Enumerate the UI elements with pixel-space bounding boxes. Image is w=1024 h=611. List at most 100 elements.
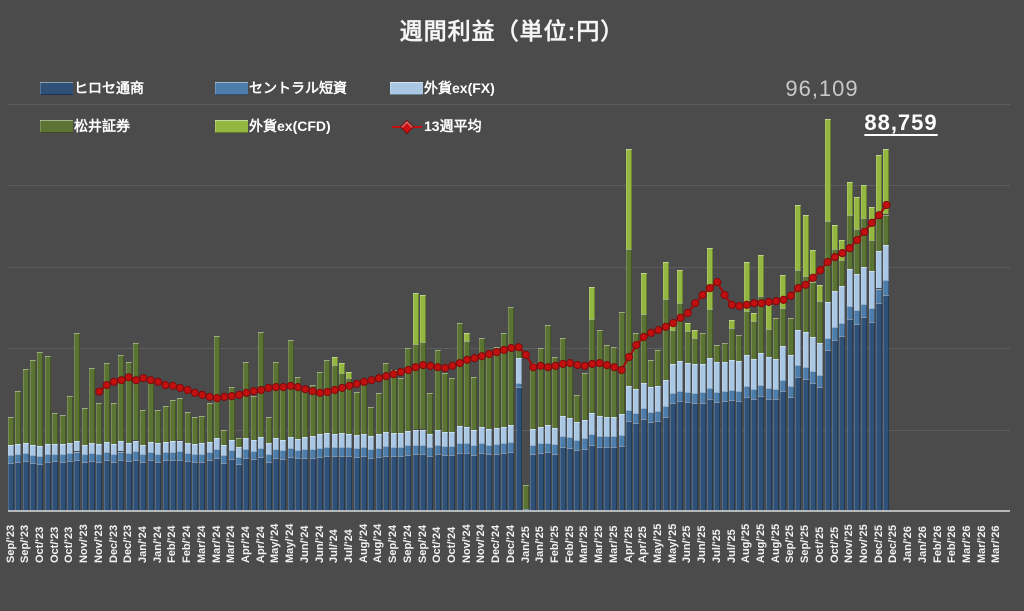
bar-segment-0-week-86	[640, 419, 647, 511]
bar-segment-4-week-115	[854, 196, 861, 230]
bar-segment-0-week-50	[375, 456, 382, 511]
x-axis-label: May/'25	[651, 523, 664, 563]
bar-segment-3-week-15	[118, 354, 125, 441]
bar-segment-3-week-117	[868, 239, 875, 272]
bar-segment-0-week-76	[567, 447, 574, 511]
bar-segment-3-week-75	[559, 337, 566, 417]
bar-segment-4-week-110	[817, 284, 824, 302]
gridline-80000	[8, 185, 1010, 186]
bar-segment-2-week-32	[243, 438, 250, 450]
average-line-marker	[470, 354, 479, 363]
bar-segment-1-week-33	[250, 450, 257, 460]
bar-segment-1-week-113	[839, 322, 846, 336]
bar-segment-4-week-90	[670, 319, 677, 331]
average-line-marker	[713, 277, 722, 287]
bar-segment-4-week-102	[758, 255, 765, 296]
bar-segment-1-week-19	[147, 452, 154, 461]
average-line-marker	[750, 299, 759, 308]
bar-segment-0-week-109	[809, 382, 816, 511]
bar-segment-4-week-52	[390, 370, 397, 375]
legend-item-13w-average: 13週平均	[392, 117, 482, 135]
bar-segment-3-week-114	[846, 214, 853, 269]
x-axis-label: Sep/'25	[784, 524, 797, 563]
average-line-marker	[448, 361, 457, 370]
bar-segment-0-week-100	[743, 396, 750, 511]
bar-segment-0-week-61	[456, 452, 463, 511]
bar-segment-4-week-56	[419, 295, 426, 342]
bar-segment-2-week-62	[464, 426, 471, 444]
bar-segment-2-week-53	[397, 432, 404, 447]
bar-segment-1-week-90	[670, 392, 677, 404]
bar-segment-3-week-12	[96, 403, 103, 444]
bar-segment-1-week-69	[515, 383, 522, 388]
bar-segment-0-week-87	[648, 422, 655, 511]
bar-segment-1-week-47	[353, 448, 360, 458]
bar-segment-0-week-17	[133, 459, 140, 511]
bar-segment-0-week-110	[817, 386, 824, 511]
bar-segment-2-week-60	[449, 431, 456, 446]
bar-segment-0-week-101	[751, 399, 758, 511]
bar-segment-2-week-83	[618, 414, 625, 435]
bar-segment-3-week-84	[625, 248, 632, 386]
x-axis-label: Feb/'25	[548, 525, 561, 563]
bar-segment-1-week-67	[500, 443, 507, 454]
bar-segment-3-week-42	[316, 372, 323, 435]
bar-segment-3-week-74	[552, 356, 559, 428]
bar-segment-2-week-78	[581, 420, 588, 439]
average-line-marker	[367, 376, 376, 385]
bar-segment-2-week-77	[574, 421, 581, 440]
bar-segment-2-week-107	[795, 329, 802, 365]
bar-segment-2-week-6	[52, 443, 59, 454]
bar-segment-1-week-63	[471, 445, 478, 455]
bar-segment-2-week-64	[478, 427, 485, 444]
bar-segment-2-week-74	[552, 427, 559, 445]
bar-segment-2-week-17	[133, 440, 140, 452]
bar-segment-1-week-34	[258, 448, 265, 458]
bar-segment-2-week-65	[486, 428, 493, 445]
average-line-marker	[139, 374, 148, 383]
bar-segment-3-week-98	[728, 328, 735, 361]
bar-segment-3-week-112	[831, 249, 838, 292]
bar-segment-2-week-85	[633, 389, 640, 413]
bar-segment-3-week-14	[111, 403, 117, 444]
bar-segment-0-week-112	[831, 339, 838, 511]
bar-segment-0-week-58	[434, 454, 441, 511]
bar-segment-1-week-59	[442, 445, 449, 456]
average-line-marker	[816, 266, 825, 275]
bar-segment-1-week-73	[545, 442, 552, 453]
bar-segment-3-week-80	[596, 330, 603, 417]
x-axis-label: Nov/'25	[843, 524, 856, 563]
bar-segment-2-week-21	[162, 441, 169, 453]
bar-segment-0-week-64	[478, 453, 485, 511]
bar-segment-2-week-96	[714, 362, 721, 392]
bar-segment-2-week-82	[611, 416, 618, 437]
bar-segment-2-week-118	[876, 251, 883, 289]
bar-segment-2-week-52	[390, 432, 397, 447]
bar-segment-1-week-35	[265, 453, 272, 462]
bar-segment-1-week-10	[81, 454, 88, 463]
x-axis-label: Jun/'24	[313, 525, 326, 563]
bar-segment-3-week-1	[15, 391, 22, 445]
bar-segment-3-week-13	[103, 363, 110, 442]
bar-segment-4-week-84	[625, 149, 632, 249]
average-line-marker	[176, 383, 185, 392]
average-line-marker	[374, 374, 383, 383]
bar-segment-0-week-106	[787, 396, 794, 511]
bar-segment-2-week-29	[221, 445, 228, 456]
bar-segment-1-week-66	[493, 444, 500, 454]
bar-segment-2-week-84	[625, 385, 632, 411]
bar-segment-2-week-112	[831, 291, 838, 328]
bar-segment-1-week-103	[765, 387, 772, 399]
bar-segment-3-week-38	[287, 339, 294, 437]
chart-title: 週間利益（単位:円）	[399, 18, 625, 44]
bar-segment-2-week-98	[728, 360, 735, 390]
bar-segment-1-week-0	[8, 455, 14, 463]
bar-segment-3-week-18	[140, 409, 147, 445]
average-line-marker	[235, 390, 244, 399]
bar-segment-2-week-73	[545, 425, 552, 443]
bar-segment-2-week-47	[353, 434, 360, 449]
legend-label-hirose: ヒロセ通商	[74, 80, 144, 96]
x-axis-label: Apr/'25	[622, 526, 635, 563]
bar-segment-0-week-0	[8, 462, 14, 511]
x-axis-label: Jan/'25	[534, 526, 547, 563]
